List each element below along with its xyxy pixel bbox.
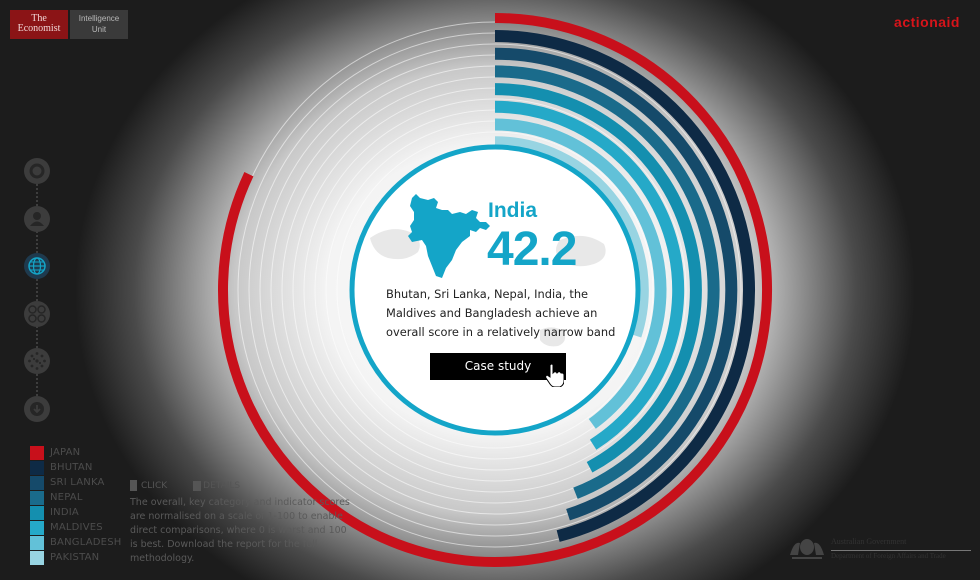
legend-label: PAKISTAN	[50, 552, 100, 563]
legend-item[interactable]: PAKISTAN	[30, 551, 140, 566]
grid-ring	[303, 98, 687, 482]
legend-item[interactable]: BANGLADESH	[30, 536, 140, 551]
eiu-logo[interactable]: Intelligence Unit	[70, 10, 128, 39]
legend-label: NEPAL	[50, 492, 83, 503]
world-map-watermark	[370, 229, 606, 347]
selected-country-description: Bhutan, Sri Lanka, Nepal, India, the Mal…	[386, 287, 616, 339]
person-icon	[30, 212, 44, 226]
nav-connector	[36, 374, 40, 396]
bar-sri-lanka[interactable]	[494, 47, 738, 521]
bar-nepal[interactable]	[494, 65, 720, 499]
click-icon	[130, 480, 137, 491]
economist-logo[interactable]: The Economist	[10, 10, 68, 39]
circle-icon	[29, 163, 45, 179]
legend-swatch	[30, 461, 44, 475]
bar-maldives[interactable]	[494, 100, 685, 450]
details-icon	[193, 480, 202, 491]
eiu-line1: Intelligence	[78, 14, 120, 23]
selected-country-score: 42.2	[487, 223, 577, 276]
hint-details: DETAILS	[203, 481, 241, 491]
nav-globe-button[interactable]	[24, 253, 50, 279]
bar-pakistan[interactable]	[494, 136, 649, 338]
grid-ring	[248, 43, 742, 537]
hand-cursor-icon	[545, 363, 564, 387]
bar-japan[interactable]	[218, 13, 772, 567]
legend-swatch	[30, 551, 44, 565]
legend-item[interactable]: NEPAL	[30, 491, 140, 506]
nav-download-button[interactable]	[24, 396, 50, 422]
nav-person-button[interactable]	[24, 206, 50, 232]
gov-line1: Australian Government	[831, 537, 907, 546]
legend-swatch	[30, 506, 44, 520]
chart-bars	[218, 13, 772, 567]
grid-ring	[336, 131, 654, 449]
gov-line2: Department of Foreign Affairs and Trade	[831, 550, 971, 560]
grid-circles-icon	[28, 305, 46, 323]
legend-label: BHUTAN	[50, 462, 93, 473]
nav-connector	[36, 279, 40, 301]
selected-country-name: India	[488, 199, 538, 222]
legend-label: MALDIVES	[50, 522, 103, 533]
eiu-line2: Unit	[91, 25, 107, 34]
legend-swatch	[30, 446, 44, 460]
legend-item[interactable]: SRI LANKA	[30, 476, 140, 491]
nav-compare-button[interactable]	[24, 301, 50, 327]
bar-bhutan[interactable]	[494, 30, 755, 542]
legend-swatch	[30, 491, 44, 505]
nav-connector	[36, 231, 40, 253]
dots-circle-icon	[28, 352, 46, 370]
case-study-button[interactable]: Case study	[430, 353, 566, 380]
legend-swatch	[30, 521, 44, 535]
methodology-note: The overall, key category and indicator …	[130, 497, 350, 564]
hint-click: CLICK	[141, 481, 168, 491]
nav-overall-button[interactable]	[24, 158, 50, 184]
economist-line1: The	[31, 13, 47, 24]
bar-bangladesh[interactable]	[494, 118, 667, 429]
legend-swatch	[30, 536, 44, 550]
legend-label: BANGLADESH	[50, 537, 122, 548]
india-map-icon	[408, 194, 490, 278]
nav-connector	[36, 184, 40, 206]
legend-item[interactable]: BHUTAN	[30, 461, 140, 476]
globe-icon	[28, 257, 46, 275]
download-icon	[30, 402, 44, 416]
economist-line2: Economist	[17, 23, 61, 34]
nav-dots-button[interactable]	[24, 348, 50, 374]
legend-label: SRI LANKA	[50, 477, 105, 488]
legend-label: JAPAN	[50, 447, 81, 458]
coat-of-arms-icon	[790, 539, 824, 559]
australian-gov-logo: Australian Government Department of Fore…	[786, 533, 971, 561]
bar-india[interactable]	[494, 83, 702, 473]
legend-item[interactable]: MALDIVES	[30, 521, 140, 536]
interaction-hint: CLICK DETAILS	[130, 480, 240, 491]
legend-swatch	[30, 476, 44, 490]
legend: JAPAN BHUTAN SRI LANKA NEPAL INDIA MALDIVES BA…	[30, 446, 140, 566]
actionaid-logo[interactable]: actionaid	[894, 14, 960, 30]
legend-item[interactable]: JAPAN	[30, 446, 140, 461]
legend-item[interactable]: INDIA	[30, 506, 140, 521]
legend-label: INDIA	[50, 507, 79, 518]
nav-connector	[36, 326, 40, 348]
